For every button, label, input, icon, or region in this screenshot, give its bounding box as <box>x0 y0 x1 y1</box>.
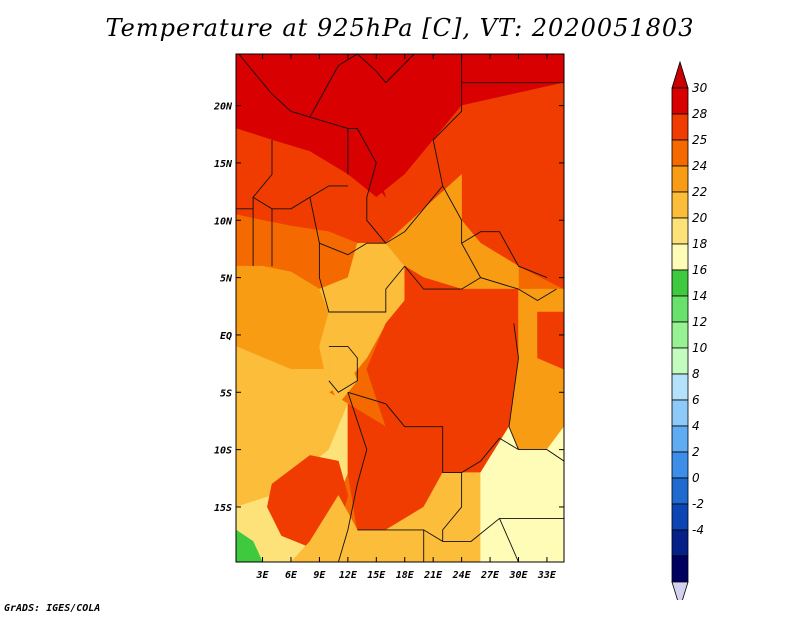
colorbar-label: 2 <box>692 445 700 459</box>
colorbar-swatch <box>671 373 689 401</box>
border-line <box>238 54 358 118</box>
grads-credit: GrADS: IGES/COLA <box>4 603 101 614</box>
colorbar-label: 10 <box>692 341 708 355</box>
colorbar-label: 0 <box>692 471 700 485</box>
y-tick-label: 15S <box>214 503 232 514</box>
x-tick-label: 6E <box>285 570 298 581</box>
colorbar-swatch <box>671 477 689 505</box>
colorbar-swatch <box>671 113 689 141</box>
y-tick-label: 10S <box>214 446 232 457</box>
colorbar-label: 20 <box>692 211 708 225</box>
colorbar-label: -4 <box>692 523 704 537</box>
colorbar-label: 14 <box>692 289 707 303</box>
colorbar-swatch <box>671 165 689 193</box>
x-tick-label: 18E <box>396 570 415 581</box>
y-tick-label: 15N <box>214 159 233 170</box>
temperature-region-kenya-pocket <box>537 311 564 370</box>
border-line <box>461 231 548 279</box>
colorbar-label: 25 <box>692 133 707 147</box>
colorbar-label: 12 <box>692 315 707 329</box>
map-frame <box>235 53 565 563</box>
colorbar-swatch <box>671 139 689 167</box>
colorbar-swatch <box>671 87 689 115</box>
x-axis: 3E 6E 9E 12E 15E 18E 21E 24E 27E 30E 33E <box>256 54 557 581</box>
colorbar-label: 6 <box>692 393 700 407</box>
x-tick-label: 30E <box>508 570 528 581</box>
x-tick-label: 21E <box>423 570 443 581</box>
colorbar-swatch <box>671 243 689 271</box>
colorbar-over-arrow <box>671 60 689 89</box>
map-fill-layer <box>236 54 564 562</box>
y-axis: 20N 15N 10N 5N EQ 5S 10S 15S <box>213 102 564 514</box>
colorbar-label: 30 <box>692 81 708 95</box>
colorbar-swatch <box>671 321 689 349</box>
colorbar-label: 22 <box>692 185 707 199</box>
border-line <box>499 518 519 562</box>
colorbar-swatch <box>671 425 689 453</box>
temperature-region-chad-pocket <box>328 139 387 198</box>
colorbar-swatch <box>671 191 689 219</box>
border-line <box>309 197 358 313</box>
temperature-region-namib-coast <box>236 529 263 562</box>
colorbar-label: 24 <box>692 159 707 173</box>
border-line <box>347 391 463 542</box>
border-line <box>508 323 519 450</box>
x-tick-label: 24E <box>452 570 472 581</box>
y-tick-label: 5N <box>220 274 233 285</box>
temperature-map-chart: 3E 6E 9E 12E 15E 18E 21E 24E 27E 30E 33E 20N 15N 10N… <box>213 53 708 600</box>
colorbar-swatch <box>671 295 689 323</box>
colorbar-swatch <box>671 217 689 245</box>
y-tick-label: EQ <box>220 331 232 342</box>
y-tick-label: 10N <box>214 216 233 227</box>
border-line <box>356 54 415 84</box>
colorbar-label: -2 <box>692 497 704 511</box>
border-line <box>357 265 406 313</box>
x-tick-label: 3E <box>256 570 270 581</box>
colorbar-swatch <box>671 269 689 297</box>
x-tick-label: 27E <box>480 570 500 581</box>
colorbar-label: 28 <box>692 107 708 121</box>
colorbar-swatch <box>671 347 689 375</box>
colorbar-swatch <box>671 451 689 479</box>
border-line <box>337 392 368 562</box>
x-tick-label: 9E <box>313 570 326 581</box>
border-line <box>328 345 358 393</box>
colorbar-label: 8 <box>692 367 700 381</box>
y-tick-label: 20N <box>213 102 233 113</box>
chart-title: Temperature at 925hPa [C], VT: 202005180… <box>105 14 695 42</box>
border-line <box>347 54 463 244</box>
colorbar-under-arrow <box>671 581 689 600</box>
x-tick-label: 33E <box>537 570 557 581</box>
colorbar-label: 16 <box>692 263 708 277</box>
y-tick-label: 5S <box>220 388 232 399</box>
x-tick-label: 12E <box>339 570 358 581</box>
country-borders <box>236 54 564 562</box>
border-line <box>518 288 557 302</box>
colorbar-label: 18 <box>692 237 708 251</box>
colorbar-swatch <box>671 529 689 557</box>
x-tick-label: 15E <box>367 570 386 581</box>
border-line <box>319 242 386 256</box>
border-line <box>252 140 348 210</box>
colorbar-swatch <box>671 503 689 531</box>
colorbar-swatch <box>671 555 689 583</box>
temperature-region-namibia-botswana <box>290 472 481 562</box>
colorbar-swatch <box>671 399 689 427</box>
colorbar-label: 4 <box>692 419 700 433</box>
border-line <box>461 437 564 473</box>
border-line <box>404 265 481 290</box>
